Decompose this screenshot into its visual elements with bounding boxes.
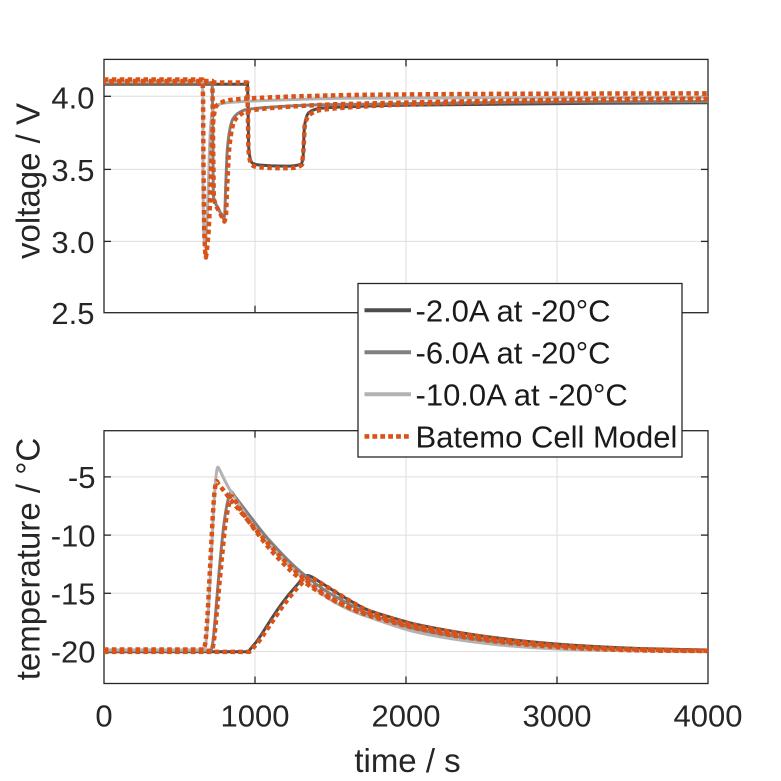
svg-text:Batemo Cell Model: Batemo Cell Model bbox=[416, 420, 678, 455]
svg-text:4000: 4000 bbox=[674, 699, 743, 734]
svg-text:1000: 1000 bbox=[221, 699, 290, 734]
svg-text:3.0: 3.0 bbox=[51, 225, 94, 260]
svg-text:temperature / °C: temperature / °C bbox=[10, 438, 47, 680]
svg-text:time / s: time / s bbox=[354, 742, 460, 779]
svg-text:3000: 3000 bbox=[523, 699, 592, 734]
svg-text:-10: -10 bbox=[51, 518, 96, 553]
svg-text:4.0: 4.0 bbox=[51, 80, 94, 115]
svg-text:3.5: 3.5 bbox=[51, 153, 94, 188]
svg-text:2.5: 2.5 bbox=[51, 296, 94, 331]
svg-text:0: 0 bbox=[95, 699, 112, 734]
svg-text:-2.0A at -20°C: -2.0A at -20°C bbox=[416, 294, 611, 329]
svg-text:voltage / V: voltage / V bbox=[10, 103, 47, 259]
svg-text:2000: 2000 bbox=[372, 699, 441, 734]
svg-text:-6.0A at -20°C: -6.0A at -20°C bbox=[416, 336, 611, 371]
svg-text:-20: -20 bbox=[51, 635, 96, 670]
svg-text:-15: -15 bbox=[51, 577, 96, 612]
svg-text:-5: -5 bbox=[68, 460, 96, 495]
svg-text:-10.0A at -20°C: -10.0A at -20°C bbox=[416, 378, 628, 413]
